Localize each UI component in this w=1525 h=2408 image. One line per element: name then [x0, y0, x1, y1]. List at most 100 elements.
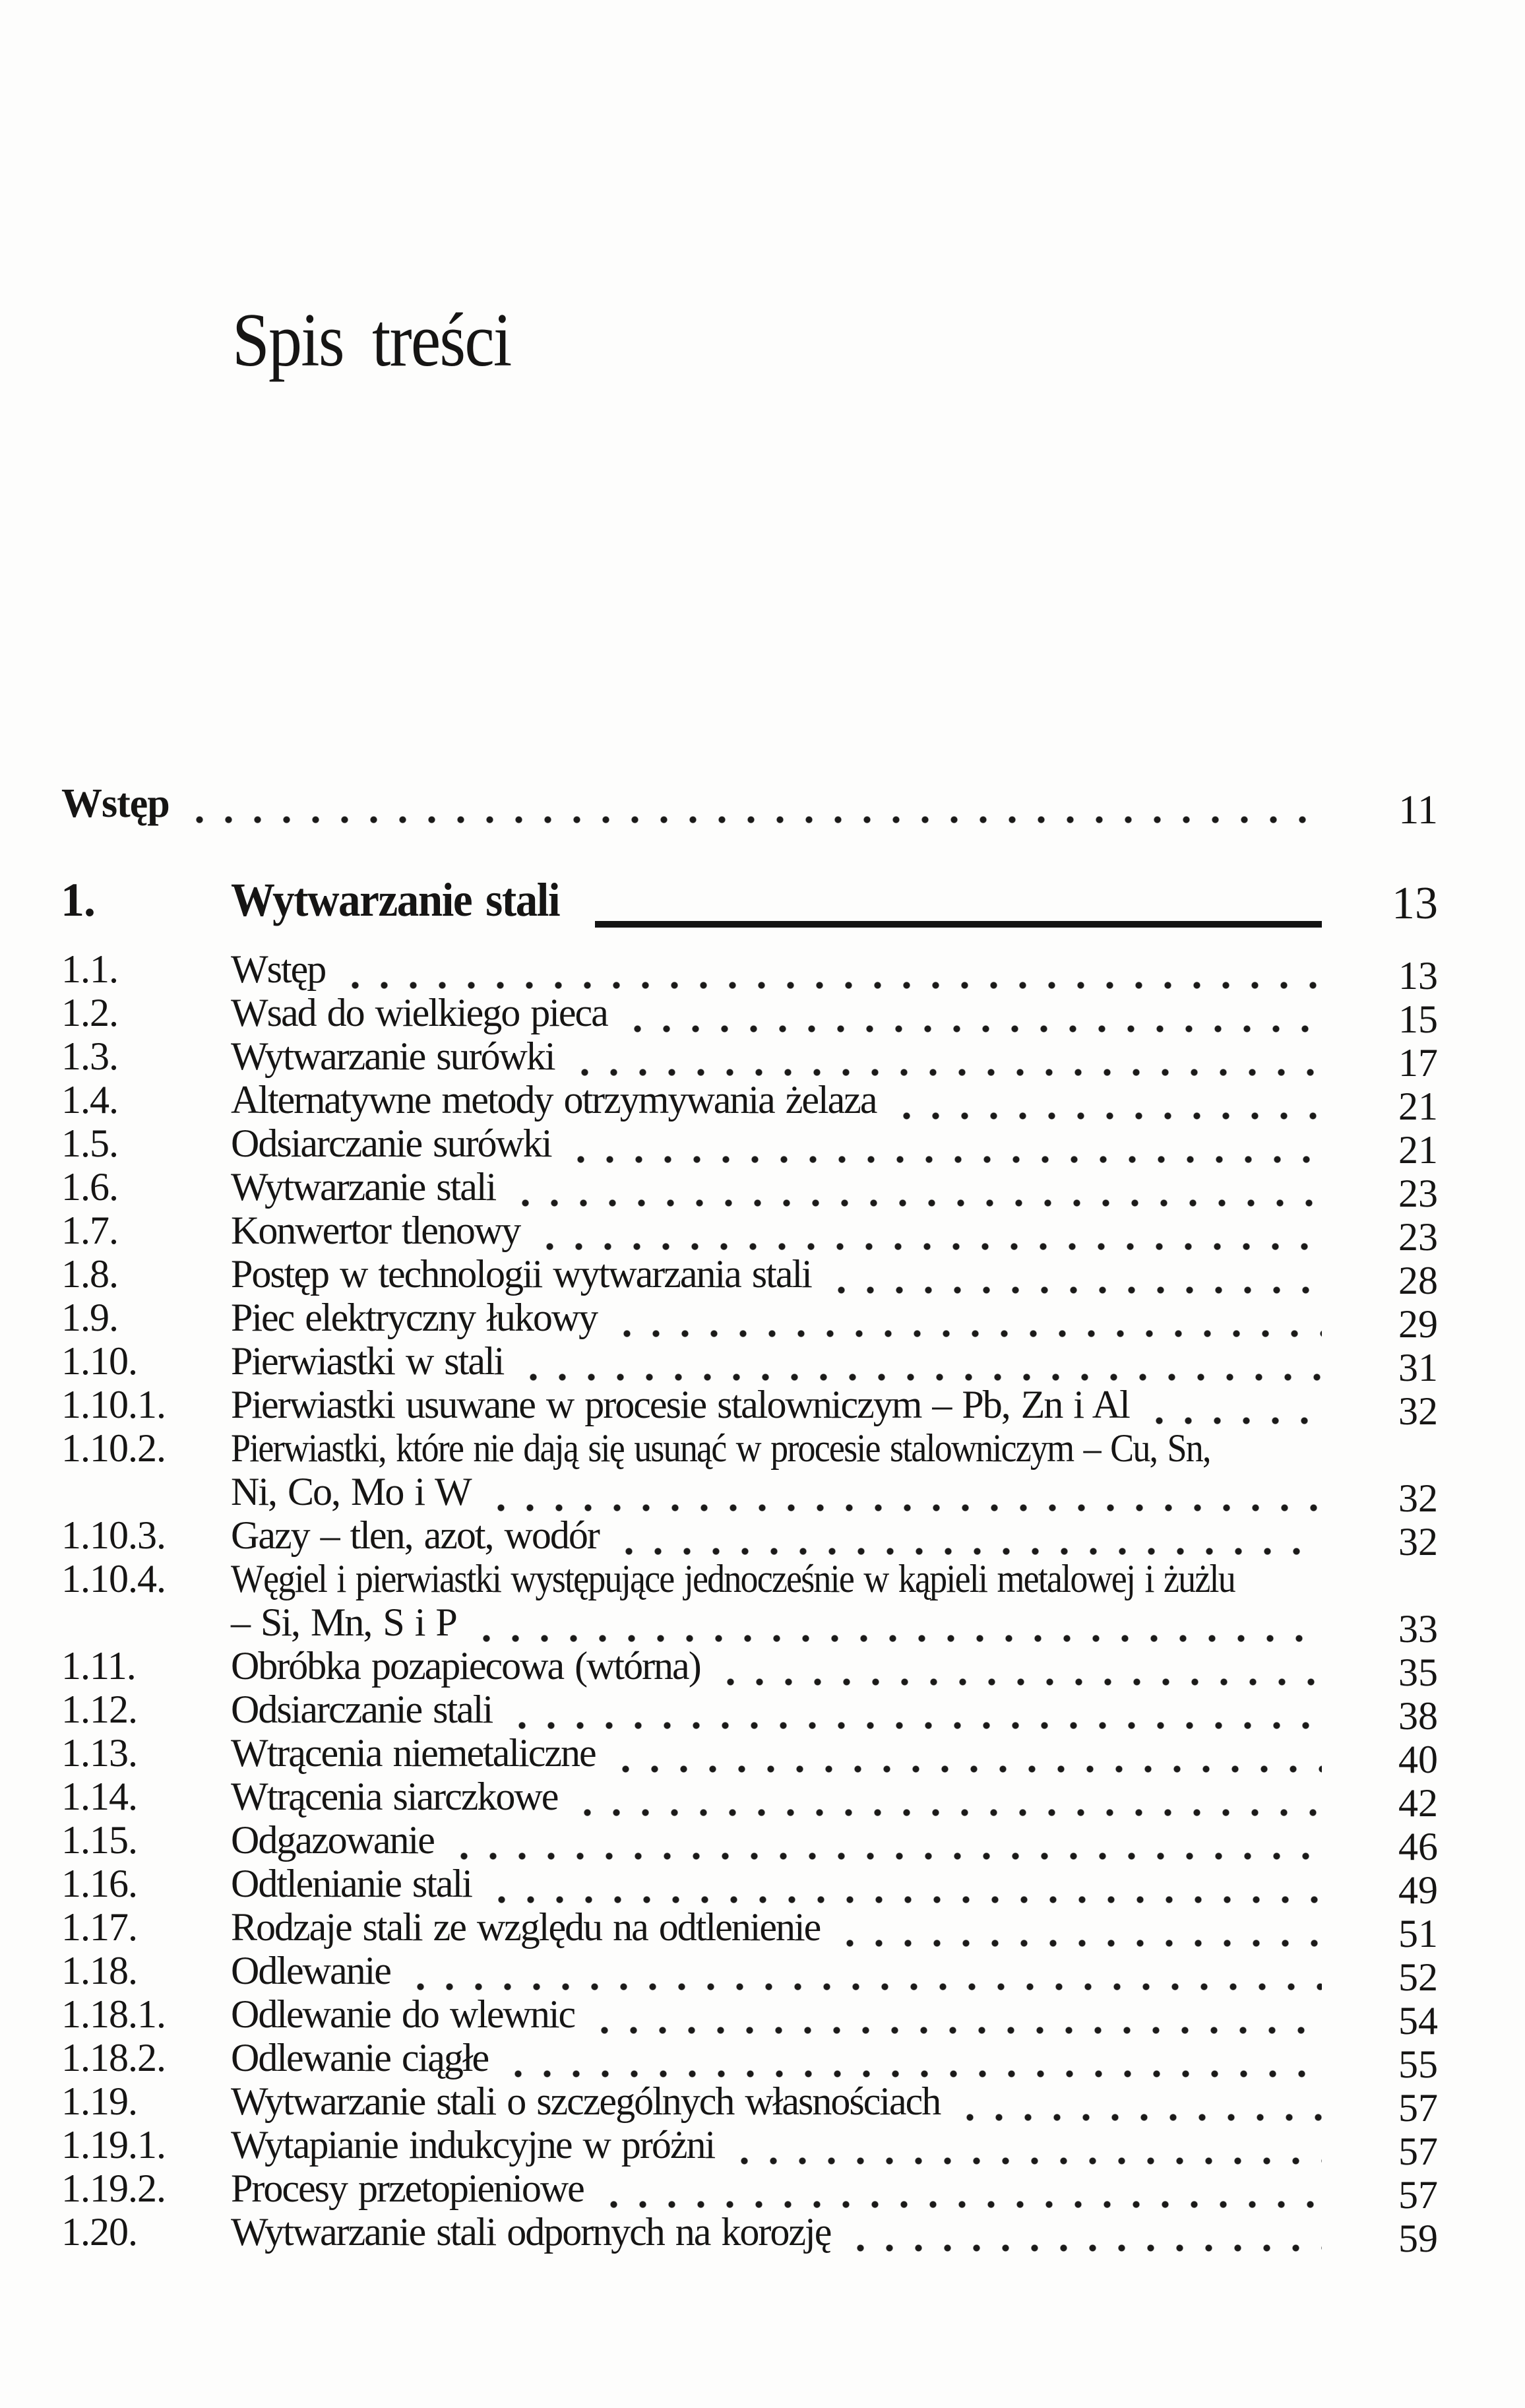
entry-label: Piec elektryczny łukowy: [231, 1296, 598, 1339]
entry-number: 1.17.: [61, 1905, 138, 1949]
heading-underline: [594, 921, 1322, 928]
toc-row-1.18.1: 1.18.1. Odlewanie do wlewnic 54: [61, 1992, 1438, 2043]
toc-entries: 1.1. Wstęp 13 1.2. Wsad do wielkiego pieca 15…: [61, 947, 1438, 2260]
toc-row-1.10.2: 1.10.2. Pierwiastki, które nie dają się u…: [61, 1426, 1438, 1470]
entry-label: Odlewanie ciągłe: [231, 2036, 489, 2079]
page-number: 51: [1398, 1912, 1438, 1955]
dot-leader: [609, 2201, 1322, 2208]
dot-leader: [837, 1286, 1322, 1294]
dot-leader: [482, 1635, 1322, 1642]
page-number: 15: [1398, 998, 1438, 1041]
dot-leader: [1155, 1417, 1322, 1424]
entry-number: 1.16.: [61, 1862, 138, 1905]
entry-number: 1.18.: [61, 1949, 138, 1992]
dot-leader: [580, 1069, 1322, 1076]
page-number: 38: [1398, 1694, 1438, 1738]
toc-row-1.7: 1.7. Konwertor tlenowy 23: [61, 1209, 1438, 1259]
entry-label: Pierwiastki, które nie dają się usunąć w…: [231, 1426, 1211, 1470]
toc-row-1.10.2-continued: Ni, Co, Mo i W 32: [61, 1470, 1438, 1520]
page-number: 52: [1398, 1955, 1438, 1999]
entry-label: Gazy – tlen, azot, wodór: [231, 1513, 600, 1557]
entry-label-continuation: Ni, Co, Mo i W: [231, 1470, 472, 1513]
entry-label: Alternatywne metody otrzymywania żelaza: [231, 1078, 878, 1122]
page-number: 57: [1398, 2086, 1438, 2130]
entry-number: 1.14.: [61, 1775, 138, 1818]
entry-number: 1.18.2.: [61, 2036, 166, 2079]
entry-label: Odsiarczanie stali: [231, 1688, 493, 1731]
entry-label: Wytwarzanie stali: [231, 1165, 497, 1209]
intro-label: Wstęp: [61, 781, 170, 826]
entry-label: Pierwiastki usuwane w procesie stalownic…: [231, 1383, 1131, 1426]
entry-number: 1.2.: [61, 991, 119, 1034]
dot-leader: [584, 1809, 1322, 1816]
entry-number: 1.10.4.: [61, 1557, 166, 1600]
entry-label: Wytapianie indukcyjne w próżni: [231, 2123, 716, 2167]
entry-label: Odlewanie do wlewnic: [231, 1992, 576, 2036]
toc-row-1.10.3: 1.10.3. Gazy – tlen, azot, wodór 32: [61, 1513, 1438, 1564]
entry-label: Wtrącenia niemetaliczne: [231, 1731, 597, 1775]
entry-label: Odtlenianie stali: [231, 1862, 473, 1905]
toc-row-1.15: 1.15. Odgazowanie 46: [61, 1818, 1438, 1868]
dot-leader: [522, 1199, 1322, 1207]
toc-row-1.3: 1.3. Wytwarzanie surówki 17: [61, 1034, 1438, 1085]
entry-number: 1.12.: [61, 1688, 138, 1731]
entry-label: Wytwarzanie surówki: [231, 1034, 556, 1078]
page-number: 55: [1398, 2043, 1438, 2086]
entry-label: Wstęp: [231, 947, 327, 991]
dot-leader: [497, 1504, 1322, 1511]
toc-row-1.13: 1.13. Wtrącenia niemetaliczne 40: [61, 1731, 1438, 1781]
dot-leader: [625, 1548, 1322, 1555]
toc-row-1.10.1: 1.10.1. Pierwiastki usuwane w procesie st…: [61, 1383, 1438, 1433]
dot-leader: [195, 816, 1322, 823]
entry-number: 1.19.: [61, 2079, 138, 2123]
dot-leader: [601, 2027, 1322, 2034]
toc-row-1.8: 1.8. Postęp w technologii wytwarzania sta…: [61, 1252, 1438, 1302]
dot-leader: [416, 1983, 1322, 1990]
toc-row-1.11: 1.11. Obróbka pozapiecowa (wtórna) 35: [61, 1644, 1438, 1694]
dot-leader: [857, 2244, 1322, 2252]
toc-row-1.1: 1.1. Wstęp 13: [61, 947, 1438, 998]
toc-row-1.19: 1.19. Wytwarzanie stali o szczególnych wł…: [61, 2079, 1438, 2130]
page-number: 32: [1398, 1476, 1438, 1520]
entry-label: Procesy przetopieniowe: [231, 2167, 585, 2210]
page-number: 59: [1398, 2217, 1438, 2260]
entry-label: Węgiel i pierwiastki występujące jednocz…: [231, 1557, 1236, 1600]
entry-label: Rodzaje stali ze względu na odtlenienie: [231, 1905, 821, 1949]
toc-row-1.16: 1.16. Odtlenianie stali 49: [61, 1862, 1438, 1912]
entry-number: 1.13.: [61, 1731, 138, 1775]
entry-label: Wytwarzanie stali odpornych na korozję: [231, 2210, 832, 2254]
dot-leader: [846, 1940, 1322, 1947]
entry-number: 1.20.: [61, 2210, 138, 2254]
page-number: 35: [1398, 1651, 1438, 1694]
entry-number: 1.19.1.: [61, 2123, 166, 2167]
page-number: 11: [1398, 788, 1438, 833]
dot-leader: [546, 1243, 1322, 1250]
entry-number: 1.3.: [61, 1034, 119, 1078]
entry-number: 1.8.: [61, 1252, 119, 1296]
page-number: 21: [1398, 1085, 1438, 1128]
dot-leader: [577, 1156, 1322, 1163]
entry-label: Odgazowanie: [231, 1818, 435, 1862]
toc-row-1.5: 1.5. Odsiarczanie surówki 21: [61, 1122, 1438, 1172]
entry-number: 1.18.1.: [61, 1992, 166, 2036]
entry-label-continuation: – Si, Mn, S i P: [231, 1600, 458, 1644]
chapter-number: 1.: [61, 873, 96, 926]
page-number: 42: [1398, 1781, 1438, 1825]
toc-row-1.20: 1.20. Wytwarzanie stali odpornych na koro…: [61, 2210, 1438, 2260]
entry-number: 1.5.: [61, 1122, 119, 1165]
page-number: 32: [1398, 1389, 1438, 1433]
toc-row-1.19.2: 1.19.2. Procesy przetopieniowe 57: [61, 2167, 1438, 2217]
dot-leader: [966, 2114, 1322, 2121]
dot-leader: [497, 1896, 1322, 1903]
entry-number: 1.15.: [61, 1818, 138, 1862]
page-number: 32: [1398, 1520, 1438, 1564]
entry-number: 1.6.: [61, 1165, 119, 1209]
entry-number: 1.4.: [61, 1078, 119, 1122]
page-number: 21: [1398, 1128, 1438, 1172]
page-number: 33: [1398, 1607, 1438, 1651]
dot-leader: [352, 982, 1322, 989]
toc-row-1.12: 1.12. Odsiarczanie stali 38: [61, 1688, 1438, 1738]
page-number: 40: [1398, 1738, 1438, 1781]
toc-row-1.14: 1.14. Wtrącenia siarczkowe 42: [61, 1775, 1438, 1825]
